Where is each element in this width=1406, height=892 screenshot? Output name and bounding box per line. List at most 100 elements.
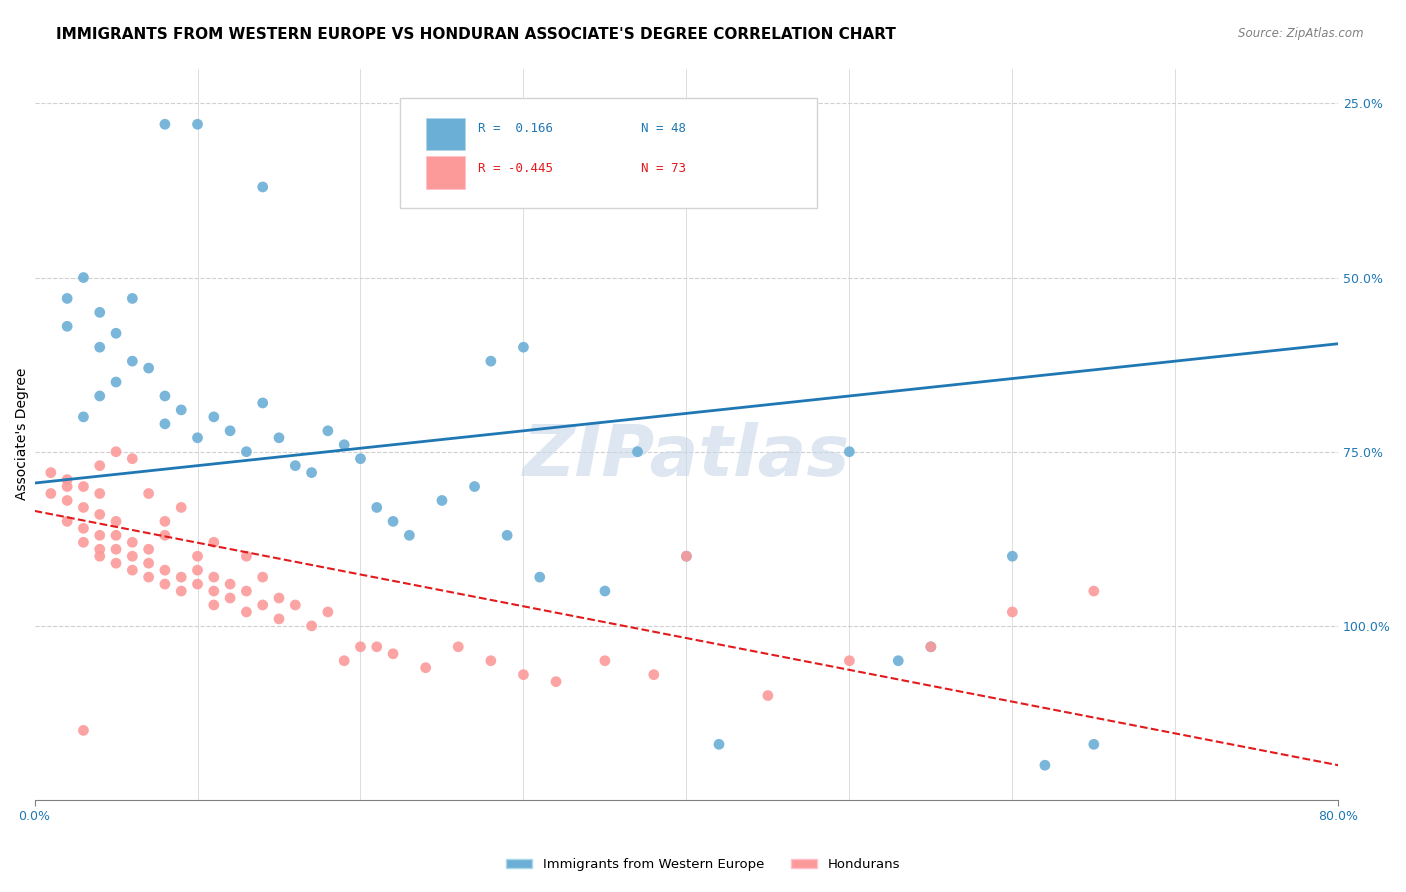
- Point: [105, 326, 128, 341]
- Point: [316, 424, 339, 438]
- Text: IMMIGRANTS FROM WESTERN EUROPE VS HONDURAN ASSOCIATE'S DEGREE CORRELATION CHART: IMMIGRANTS FROM WESTERN EUROPE VS HONDUR…: [56, 27, 896, 42]
- Point: [1083, 584, 1105, 599]
- Point: [366, 500, 388, 515]
- Point: [186, 117, 208, 131]
- Point: [138, 570, 160, 584]
- Point: [56, 473, 79, 487]
- Point: [1083, 737, 1105, 751]
- Point: [1001, 605, 1024, 619]
- Point: [121, 549, 143, 564]
- Point: [72, 521, 94, 535]
- Point: [89, 549, 111, 564]
- Point: [153, 117, 176, 131]
- Point: [56, 292, 79, 306]
- Point: [105, 556, 128, 570]
- Point: [56, 515, 79, 529]
- Point: [186, 431, 208, 445]
- Point: [186, 563, 208, 577]
- Point: [267, 591, 290, 605]
- Point: [675, 549, 697, 564]
- Point: [252, 180, 274, 194]
- Point: [153, 563, 176, 577]
- Point: [920, 640, 942, 654]
- Point: [170, 500, 193, 515]
- Point: [252, 570, 274, 584]
- Point: [252, 396, 274, 410]
- Point: [333, 654, 356, 668]
- Point: [202, 598, 225, 612]
- Point: [89, 486, 111, 500]
- Point: [1033, 758, 1056, 772]
- Point: [39, 486, 62, 500]
- Point: [89, 305, 111, 319]
- Point: [89, 508, 111, 522]
- Point: [593, 584, 616, 599]
- Point: [121, 451, 143, 466]
- Point: [72, 535, 94, 549]
- Point: [105, 375, 128, 389]
- Point: [89, 542, 111, 557]
- Point: [284, 458, 307, 473]
- Point: [593, 654, 616, 668]
- Point: [105, 444, 128, 458]
- Point: [382, 515, 405, 529]
- Point: [529, 570, 551, 584]
- Point: [186, 577, 208, 591]
- Point: [920, 640, 942, 654]
- Point: [301, 619, 323, 633]
- Point: [89, 458, 111, 473]
- Point: [887, 654, 910, 668]
- Point: [219, 424, 242, 438]
- Point: [153, 515, 176, 529]
- Text: N = 73: N = 73: [641, 162, 686, 176]
- Point: [838, 654, 860, 668]
- Point: [366, 640, 388, 654]
- Point: [56, 493, 79, 508]
- Point: [121, 292, 143, 306]
- Point: [544, 674, 567, 689]
- Point: [643, 667, 665, 681]
- Point: [235, 584, 257, 599]
- Point: [430, 493, 453, 508]
- Point: [89, 528, 111, 542]
- Point: [415, 661, 437, 675]
- Point: [153, 528, 176, 542]
- Point: [72, 500, 94, 515]
- Point: [675, 549, 697, 564]
- Point: [89, 389, 111, 403]
- Point: [235, 605, 257, 619]
- FancyBboxPatch shape: [399, 98, 817, 208]
- Point: [219, 577, 242, 591]
- Text: N = 48: N = 48: [641, 122, 686, 136]
- Point: [105, 528, 128, 542]
- Point: [89, 340, 111, 354]
- Point: [235, 549, 257, 564]
- Point: [512, 667, 534, 681]
- Point: [72, 479, 94, 493]
- Point: [138, 556, 160, 570]
- Text: ZIPatlas: ZIPatlas: [523, 422, 851, 491]
- Point: [202, 570, 225, 584]
- Point: [72, 409, 94, 424]
- Point: [202, 584, 225, 599]
- Point: [138, 361, 160, 376]
- Point: [186, 549, 208, 564]
- Point: [202, 409, 225, 424]
- Point: [121, 563, 143, 577]
- Point: [138, 486, 160, 500]
- Point: [1001, 549, 1024, 564]
- Point: [170, 570, 193, 584]
- Point: [56, 319, 79, 334]
- Point: [316, 605, 339, 619]
- Bar: [426, 156, 465, 189]
- Point: [626, 444, 648, 458]
- Point: [464, 479, 486, 493]
- Point: [267, 431, 290, 445]
- Point: [479, 354, 502, 368]
- Point: [39, 466, 62, 480]
- Point: [153, 417, 176, 431]
- Legend: Immigrants from Western Europe, Hondurans: Immigrants from Western Europe, Honduran…: [501, 853, 905, 877]
- Point: [153, 577, 176, 591]
- Point: [202, 535, 225, 549]
- Point: [170, 584, 193, 599]
